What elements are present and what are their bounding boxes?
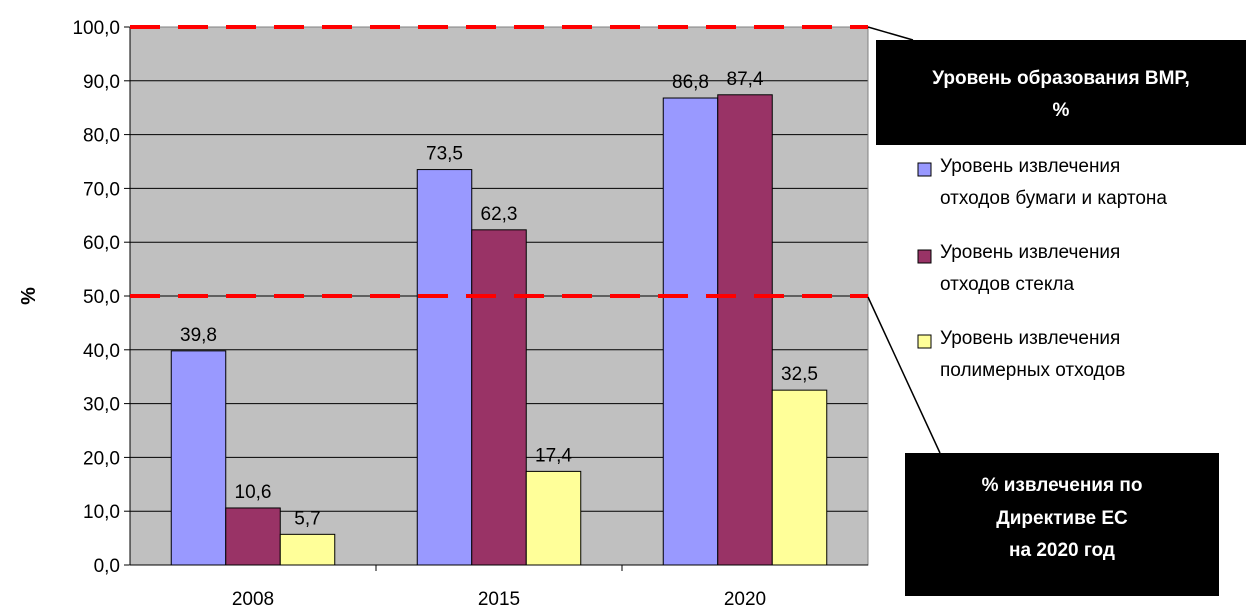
legend-label-line: отходов стекла <box>940 274 1074 295</box>
data-label: 73,5 <box>426 144 463 165</box>
callout-leader <box>867 296 941 454</box>
callout-label: % извлечения по Директиве ЕС на 2020 год <box>982 475 1143 561</box>
y-tick-label: 80,0 <box>83 126 120 147</box>
bar <box>771 389 828 566</box>
callout-label: Уровень образования ВМР,% <box>932 68 1189 121</box>
bar <box>225 507 281 566</box>
legend-label-line: Уровень извлечения <box>940 156 1120 177</box>
callout-label-line: на 2020 год <box>1009 540 1115 561</box>
bar <box>525 470 582 566</box>
y-tick-label: 100,0 <box>72 18 120 39</box>
y-tick-label: 20,0 <box>83 448 120 469</box>
bar <box>717 94 773 566</box>
callout-leader <box>867 26 914 41</box>
callout-box <box>905 453 1219 596</box>
legend-swatch <box>917 249 932 264</box>
legend-label: Уровень извлечения отходов бумаги и карто… <box>940 156 1167 209</box>
data-labels: 39,8 10,6 5,7 73,5 62,3 17,4 86,8 87,4 32,5 <box>180 69 818 530</box>
x-tick-label: 2008 <box>232 589 274 610</box>
data-label: 39,8 <box>180 325 217 346</box>
y-tick-label: 0,0 <box>94 556 120 577</box>
legend-swatch <box>917 162 932 177</box>
y-tick-label: 30,0 <box>83 395 120 416</box>
data-label: 32,5 <box>781 364 818 385</box>
bar <box>471 229 527 566</box>
reference-lines <box>130 25 868 298</box>
y-tick-label: 40,0 <box>83 341 120 362</box>
callout-label-line: Директиве ЕС <box>996 508 1128 529</box>
legend-label-line: отходов бумаги и картона <box>940 188 1167 209</box>
y-tick-label: 60,0 <box>83 233 120 254</box>
y-axis-label: % <box>18 287 40 305</box>
y-tick-label: 90,0 <box>83 72 120 93</box>
bar <box>662 97 719 566</box>
callout-label-line: % извлечения по <box>982 475 1143 496</box>
data-label: 5,7 <box>294 508 320 529</box>
legend-label-line: полимерных отходов <box>940 360 1125 381</box>
y-tick-label: 50,0 <box>83 287 120 308</box>
data-label: 10,6 <box>235 482 272 503</box>
bar <box>279 533 336 566</box>
callouts: Уровень образования ВМР,% % извлечения по… <box>867 26 1246 596</box>
data-label: 87,4 <box>727 69 764 90</box>
callout-box <box>876 40 1246 145</box>
legend: Уровень извлечения отходов бумаги и карто… <box>917 156 1167 381</box>
y-tick-label: 10,0 <box>83 502 120 523</box>
legend-label-line: Уровень извлечения <box>940 242 1120 263</box>
legend-swatch <box>917 334 932 349</box>
data-label: 17,4 <box>535 445 572 466</box>
legend-label-line: Уровень извлечения <box>940 328 1120 349</box>
legend-label: Уровень извлечения полимерных отходов <box>940 328 1125 381</box>
data-label: 86,8 <box>672 72 709 93</box>
data-label: 62,3 <box>481 204 518 225</box>
bars <box>170 94 828 566</box>
x-tick-label: 2020 <box>724 589 766 610</box>
legend-label: Уровень извлечения отходов стекла <box>940 242 1120 295</box>
y-tick-label: 70,0 <box>83 179 120 200</box>
x-tick-label: 2015 <box>478 589 520 610</box>
bar <box>170 350 227 566</box>
callout-label-line: Уровень образования ВМР, <box>932 68 1189 89</box>
bar <box>416 169 473 566</box>
callout-label-line: % <box>1053 100 1070 121</box>
